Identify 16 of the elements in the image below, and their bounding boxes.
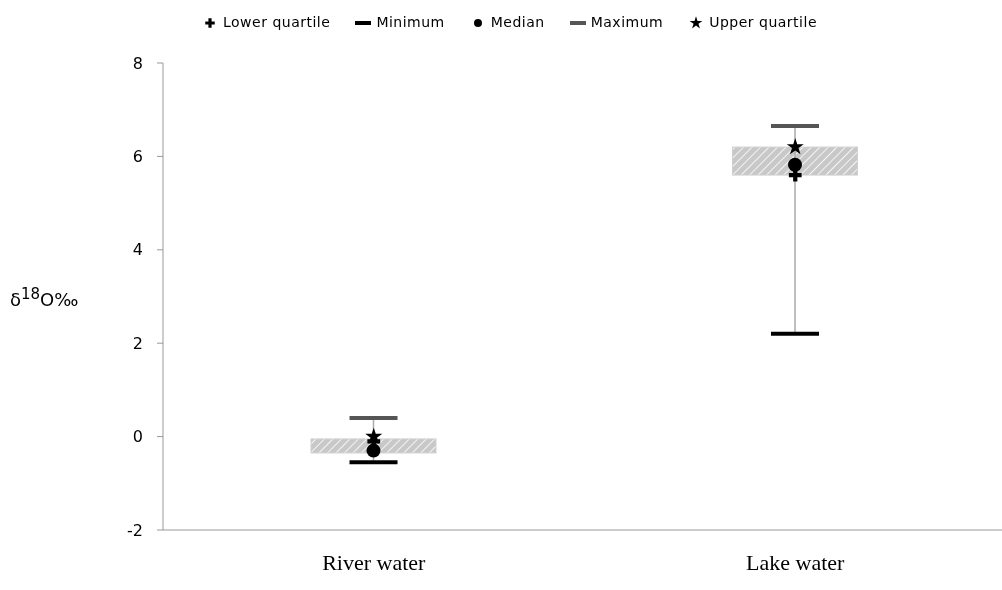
x-tick-label: River water [322,549,427,575]
legend-label: Maximum [589,14,664,30]
point [365,427,383,444]
legend-label: Median [489,14,545,30]
legend-label: Upper quartile [708,14,817,30]
y-tick-label: 2 [132,333,143,353]
x-tick-label: Lake water [746,549,846,575]
legend-label: Minimum [375,14,445,30]
y-tick-label: 8 [132,53,143,73]
y-axis-title: δ$^{18}$O‰ [10,284,79,310]
y-tick-label: 0 [132,427,143,447]
y-tick-label: 4 [132,240,143,260]
legend-label: Lower quartile [222,14,331,30]
y-tick-label: 6 [132,147,143,167]
point [786,138,804,155]
y-tick-label: -2 [127,520,143,540]
